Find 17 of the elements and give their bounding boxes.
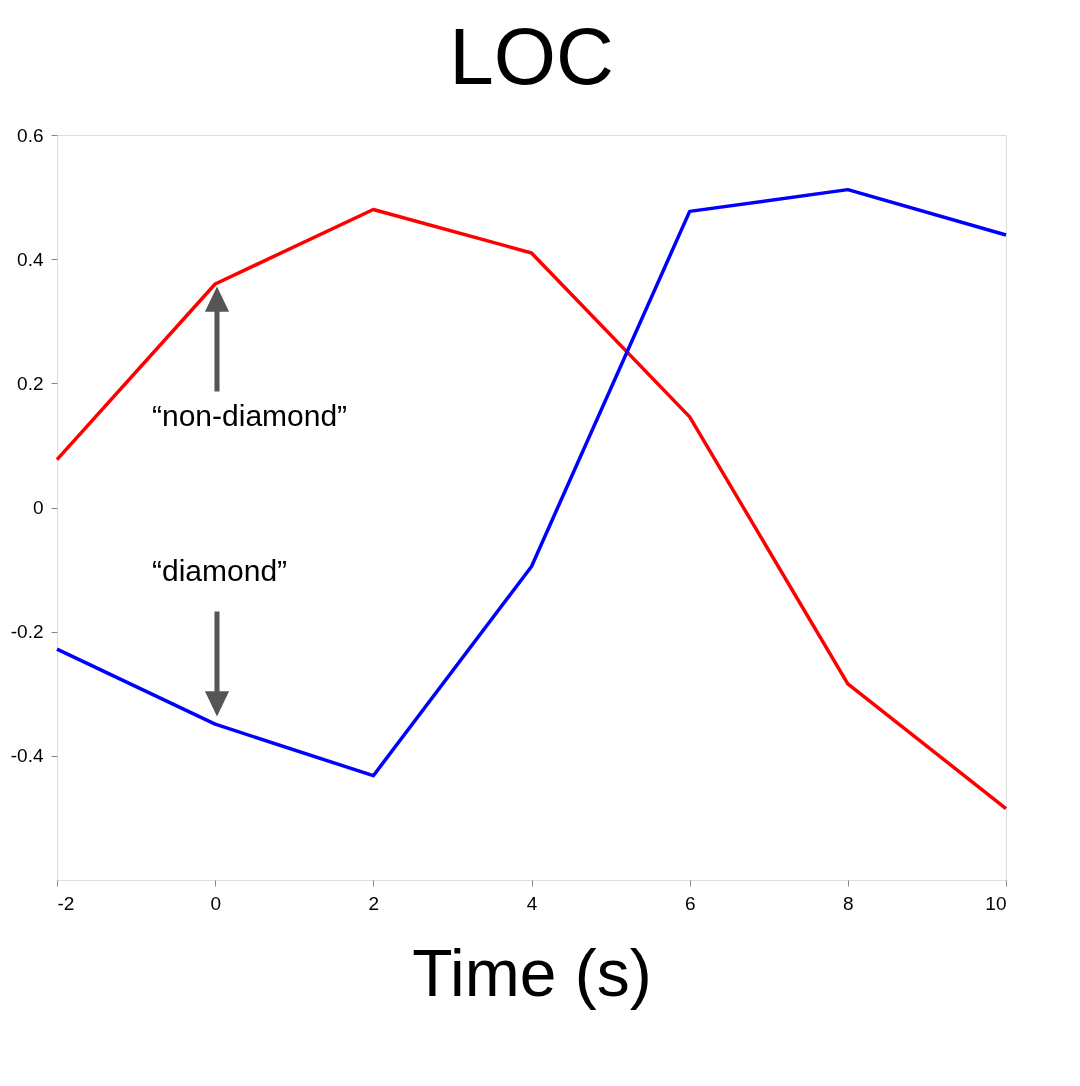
- y-tick-label: -0.4: [10, 745, 44, 767]
- y-tick-label: -0.2: [10, 621, 44, 643]
- x-tick-label: -2: [57, 892, 75, 914]
- y-tick-label: 0.6: [17, 124, 44, 146]
- x-tick-label: 2: [368, 892, 380, 914]
- chart-title: LOC: [449, 12, 614, 101]
- annotation: “non-diamond”: [152, 399, 348, 432]
- x-axis-title: Time (s): [412, 935, 652, 1010]
- y-tick-label: 0.4: [17, 248, 44, 270]
- x-tick-label: 4: [526, 892, 538, 914]
- y-tick-label: 0: [32, 497, 44, 518]
- x-tick-label: 10: [985, 892, 1007, 914]
- x-tick-label: 8: [843, 892, 854, 914]
- x-tick-label: 0: [210, 892, 221, 914]
- y-tick-label: 0.2: [17, 372, 44, 394]
- x-tick-label: 6: [684, 892, 696, 914]
- annotation: “diamond”: [152, 554, 288, 587]
